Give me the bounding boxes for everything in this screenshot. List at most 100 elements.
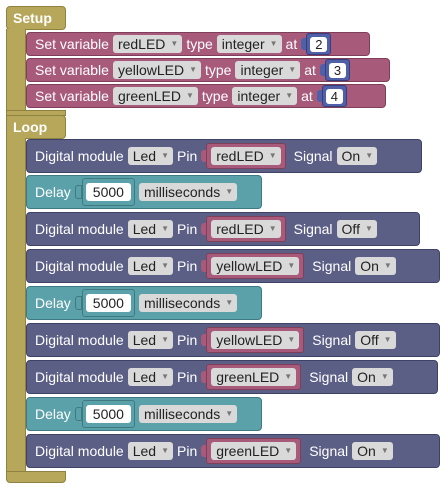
- dropdown-caret-icon: ▼: [225, 298, 234, 307]
- delay-number-field[interactable]: 5000: [85, 405, 131, 423]
- set-variable-label: Set variable: [35, 36, 109, 52]
- module-dropdown[interactable]: Led ▼: [127, 147, 173, 165]
- type-dropdown[interactable]: integer ▼: [235, 61, 301, 79]
- dropdown-caret-icon: ▼: [225, 187, 234, 196]
- dropdown-caret-icon: ▼: [284, 372, 293, 381]
- loop-block-arm: [6, 138, 26, 472]
- loop-block-header[interactable]: Loop: [6, 115, 66, 139]
- pin-slot: greenLED ▼: [201, 438, 302, 464]
- unit-dropdown[interactable]: milliseconds ▼: [138, 294, 238, 312]
- delay-number-block[interactable]: 5000: [81, 400, 135, 428]
- pin-variable-dropdown[interactable]: redLED ▼: [211, 220, 281, 238]
- pin-variable-block[interactable]: redLED ▼: [206, 216, 286, 242]
- signal-label: Signal: [312, 258, 352, 274]
- number-field[interactable]: 4: [325, 88, 344, 104]
- pin-slot: redLED ▼: [201, 216, 286, 242]
- variable-name-dropdown[interactable]: yellowLED ▼: [112, 61, 201, 79]
- set-variable-block[interactable]: Set variable greenLED ▼ type integer ▼ at …: [26, 84, 386, 108]
- unit-dropdown[interactable]: milliseconds ▼: [138, 183, 238, 201]
- delay-block[interactable]: Delay 5000 milliseconds ▼: [26, 175, 262, 209]
- module-dropdown[interactable]: Led ▼: [127, 257, 173, 275]
- connector-tab: [319, 64, 325, 76]
- number-field[interactable]: 3: [328, 62, 347, 78]
- dropdown-caret-icon: ▼: [161, 335, 169, 344]
- signal-dropdown[interactable]: Off ▼: [336, 220, 377, 238]
- set-variable-block[interactable]: Set variable redLED ▼ type integer ▼ at 2: [26, 32, 370, 56]
- pin-variable-block[interactable]: redLED ▼: [206, 143, 286, 169]
- dropdown-caret-icon: ▼: [161, 261, 169, 270]
- signal-dropdown[interactable]: On ▼: [355, 257, 396, 275]
- connector-tab: [201, 223, 207, 235]
- delay-number-block[interactable]: 5000: [81, 289, 135, 317]
- delay-number-field[interactable]: 5000: [85, 294, 131, 312]
- at-label: at: [304, 62, 316, 78]
- pin-variable-block[interactable]: greenLED ▼: [206, 438, 302, 464]
- type-dropdown[interactable]: integer ▼: [216, 35, 282, 53]
- dropdown-caret-icon: ▼: [189, 65, 197, 74]
- digital-module-block[interactable]: Digital module Led ▼ Pin greenLED ▼ Signal…: [26, 434, 440, 468]
- signal-dropdown[interactable]: Off ▼: [355, 331, 396, 349]
- module-dropdown[interactable]: Led ▼: [127, 442, 173, 460]
- dropdown-caret-icon: ▼: [383, 335, 392, 344]
- variable-name-dropdown[interactable]: greenLED ▼: [112, 87, 198, 105]
- number-field[interactable]: 2: [310, 36, 328, 52]
- dropdown-caret-icon: ▼: [161, 372, 169, 381]
- digital-module-block[interactable]: Digital module Led ▼ Pin yellowLED ▼ Signa…: [26, 249, 440, 283]
- dropdown-caret-icon: ▼: [380, 372, 389, 381]
- setup-block-arm: [6, 29, 26, 111]
- digital-module-block[interactable]: Digital module Led ▼ Pin yellowLED ▼ Signa…: [26, 323, 440, 357]
- unit-dropdown[interactable]: milliseconds ▼: [138, 405, 238, 423]
- pin-variable-dropdown[interactable]: yellowLED ▼: [211, 257, 300, 275]
- signal-dropdown[interactable]: On ▼: [336, 147, 378, 165]
- signal-label: Signal: [309, 443, 349, 459]
- digital-module-block[interactable]: Digital module Led ▼ Pin redLED ▼ Signal O…: [26, 212, 420, 246]
- dropdown-caret-icon: ▼: [284, 446, 293, 455]
- module-dropdown[interactable]: Led ▼: [127, 220, 173, 238]
- dropdown-caret-icon: ▼: [287, 261, 296, 270]
- module-dropdown[interactable]: Led ▼: [127, 368, 173, 386]
- number-block[interactable]: 3: [324, 59, 351, 81]
- digital-module-block[interactable]: Digital module Led ▼ Pin redLED ▼ Signal O…: [26, 139, 422, 173]
- pin-label: Pin: [177, 148, 198, 164]
- signal-dropdown[interactable]: On ▼: [352, 442, 393, 460]
- connector-tab: [74, 296, 82, 310]
- pin-variable-block[interactable]: greenLED ▼: [206, 364, 302, 390]
- dropdown-caret-icon: ▼: [161, 446, 169, 455]
- delay-number-block[interactable]: 5000: [81, 178, 135, 206]
- pin-label: Pin: [177, 369, 198, 385]
- value-slot: 2: [301, 32, 332, 56]
- pin-variable-block[interactable]: yellowLED ▼: [206, 253, 305, 279]
- setup-block-header[interactable]: Setup: [6, 6, 66, 30]
- dropdown-caret-icon: ▼: [285, 91, 294, 100]
- delay-block[interactable]: Delay 5000 milliseconds ▼: [26, 397, 262, 431]
- dropdown-caret-icon: ▼: [268, 224, 277, 233]
- signal-dropdown[interactable]: On ▼: [352, 368, 393, 386]
- digital-module-block[interactable]: Digital module Led ▼ Pin greenLED ▼ Signal…: [26, 360, 438, 394]
- pin-variable-dropdown[interactable]: redLED ▼: [211, 147, 281, 165]
- dropdown-caret-icon: ▼: [287, 335, 296, 344]
- module-dropdown[interactable]: Led ▼: [127, 331, 173, 349]
- digital-module-label: Digital module: [35, 443, 124, 459]
- pin-label: Pin: [177, 443, 198, 459]
- pin-variable-dropdown[interactable]: greenLED ▼: [211, 368, 297, 386]
- type-dropdown[interactable]: integer ▼: [232, 87, 298, 105]
- number-block[interactable]: 2: [306, 33, 332, 55]
- pin-variable-dropdown[interactable]: greenLED ▼: [211, 442, 297, 460]
- pin-slot: greenLED ▼: [201, 364, 302, 390]
- at-label: at: [285, 36, 298, 52]
- pin-slot: redLED ▼: [201, 143, 286, 169]
- dropdown-caret-icon: ▼: [225, 409, 234, 418]
- pin-variable-dropdown[interactable]: yellowLED ▼: [211, 331, 300, 349]
- set-variable-block[interactable]: Set variable yellowLED ▼ type integer ▼ at…: [26, 58, 390, 82]
- value-slot: 4: [316, 84, 348, 108]
- variable-name-dropdown[interactable]: redLED ▼: [112, 35, 183, 53]
- pin-variable-block[interactable]: yellowLED ▼: [206, 327, 305, 353]
- delay-block[interactable]: Delay 5000 milliseconds ▼: [26, 286, 262, 320]
- type-label: type: [201, 88, 229, 104]
- at-label: at: [301, 88, 313, 104]
- connector-tab: [74, 407, 82, 421]
- number-block[interactable]: 4: [321, 85, 348, 107]
- delay-number-field[interactable]: 5000: [85, 183, 131, 201]
- connector-tab: [201, 150, 207, 162]
- pin-label: Pin: [177, 221, 198, 237]
